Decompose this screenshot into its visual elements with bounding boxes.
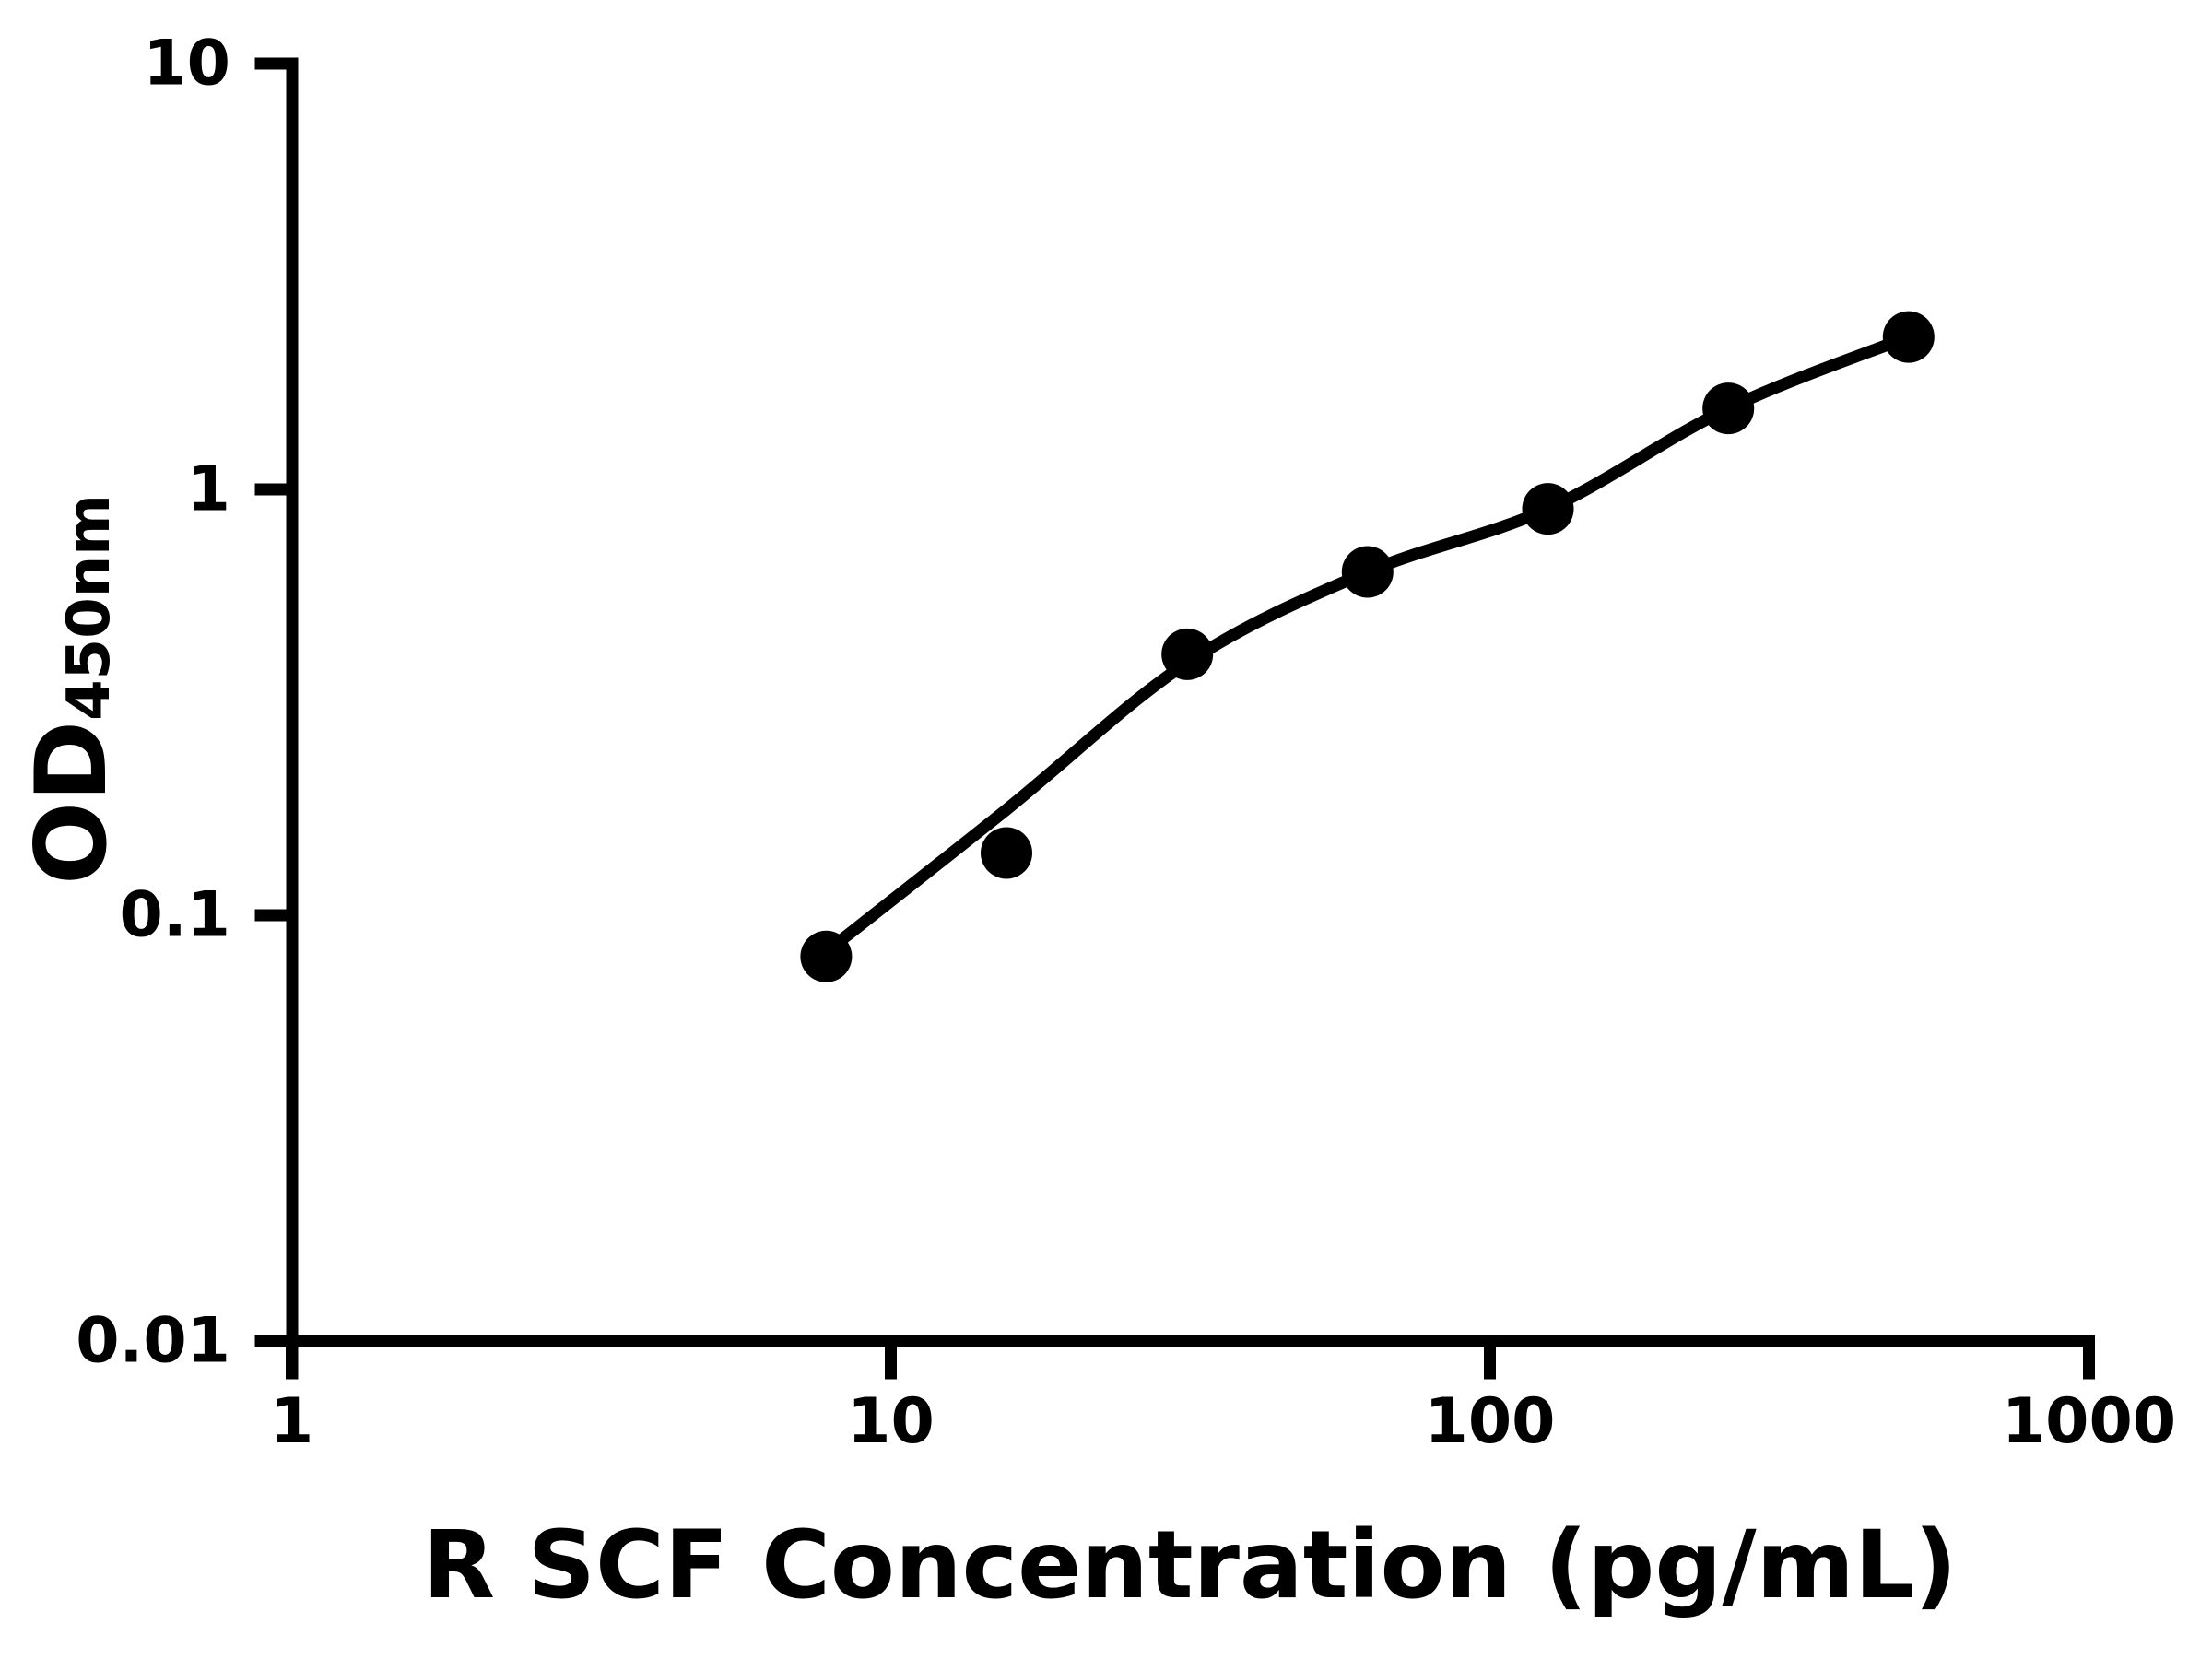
x-axis-title: R SCF Concentration (pg/mL) — [422, 1511, 1958, 1620]
data-point — [1522, 483, 1574, 535]
y-tick-label: 1 — [187, 453, 230, 526]
data-point — [800, 930, 853, 982]
y-tick-label: 0.1 — [120, 879, 230, 952]
y-axis-title: OD450nm — [15, 494, 128, 885]
data-point — [1702, 382, 1755, 435]
y-axis-title-subscript: 450nm — [54, 494, 124, 721]
data-point — [981, 827, 1032, 879]
y-tick-label: 10 — [143, 28, 230, 100]
data-point — [1161, 628, 1214, 680]
x-tick-label: 100 — [1425, 1385, 1556, 1458]
x-tick-label: 1000 — [2002, 1385, 2176, 1458]
data-point — [1882, 311, 1935, 363]
axes — [254, 57, 2095, 1380]
data-points — [800, 311, 1935, 982]
y-tick-label: 0.01 — [76, 1305, 230, 1378]
x-tick-label: 1 — [270, 1385, 313, 1458]
tick-labels: 10 1 0.1 0.01 1 10 100 1000 — [76, 28, 2176, 1459]
y-axis-title-main: OD — [15, 720, 128, 885]
data-point — [1341, 546, 1394, 598]
x-tick-label: 10 — [847, 1385, 935, 1458]
